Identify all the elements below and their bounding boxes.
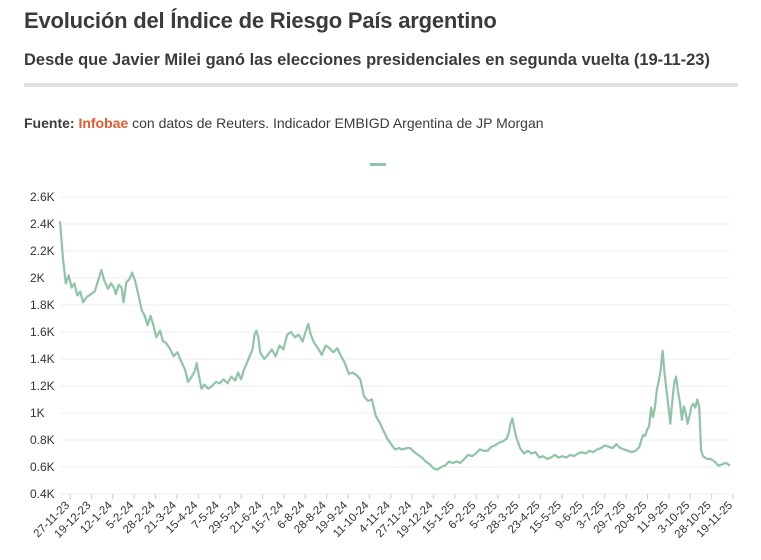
source-text: con datos de Reuters. Indicador EMBIGD A… xyxy=(132,115,544,131)
y-tick-label: 2K xyxy=(30,271,45,285)
y-axis-ticks: 0.4K 0.6K 0.8K 1K 1.2K 1.4K 1.6K 1.8K 2K 2.2K 2.4K… xyxy=(30,190,55,501)
source-brand-link[interactable]: Infobae xyxy=(78,115,129,131)
chart-subtitle: Desde que Javier Milei ganó las eleccion… xyxy=(24,51,710,69)
y-tick-label: 1K xyxy=(30,406,45,420)
y-tick-label: 0.4K xyxy=(30,487,55,501)
y-tick-label: 1.6K xyxy=(30,325,55,339)
series-line-riesgo-pais xyxy=(58,221,731,471)
y-tick-label: 2.4K xyxy=(30,217,55,231)
series-layer xyxy=(58,221,731,471)
legend-swatch[interactable] xyxy=(370,163,386,166)
grid-layer xyxy=(60,196,730,495)
y-tick-label: 0.6K xyxy=(30,460,55,474)
source-label: Fuente: xyxy=(24,115,75,131)
y-tick-label: 1.2K xyxy=(30,379,55,393)
y-tick-label: 2.2K xyxy=(30,244,55,258)
y-tick-label: 1.4K xyxy=(30,352,55,366)
x-axis-ticks: 27-11-2319-12-2312-1-245-2-2428-2-2421-3… xyxy=(32,494,735,541)
chart-title: Evolución del Índice de Riesgo País arge… xyxy=(24,8,497,33)
y-tick-label: 2.6K xyxy=(30,190,55,204)
y-tick-label: 0.8K xyxy=(30,433,55,447)
source-line: Fuente: Infobae con datos de Reuters. In… xyxy=(24,115,544,131)
header-divider xyxy=(24,83,738,87)
y-tick-label: 1.8K xyxy=(30,298,55,312)
